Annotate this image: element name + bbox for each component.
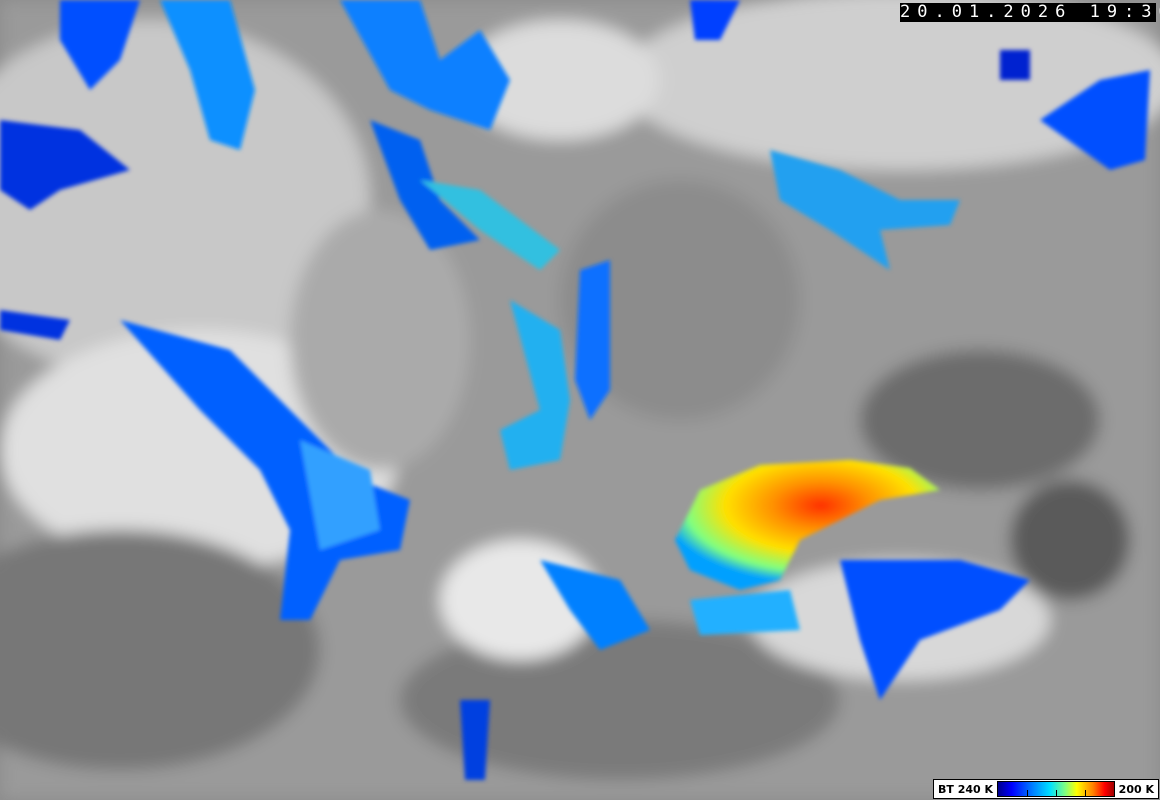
- legend-color-bar: [997, 781, 1115, 797]
- legend-label-min: BT 240 K: [938, 782, 994, 796]
- legend-tick: [1026, 790, 1028, 796]
- cold-cloud-tops: [0, 0, 1150, 780]
- legend-tick: [1055, 790, 1057, 796]
- deep-convection-cell: [675, 460, 940, 590]
- color-scale-legend: BT 240 K 200 K: [933, 779, 1159, 799]
- legend-tick: [1084, 790, 1086, 796]
- timestamp-label: 20.01.2026 19:30: [900, 2, 1160, 22]
- legend-label-max: 200 K: [1118, 782, 1154, 796]
